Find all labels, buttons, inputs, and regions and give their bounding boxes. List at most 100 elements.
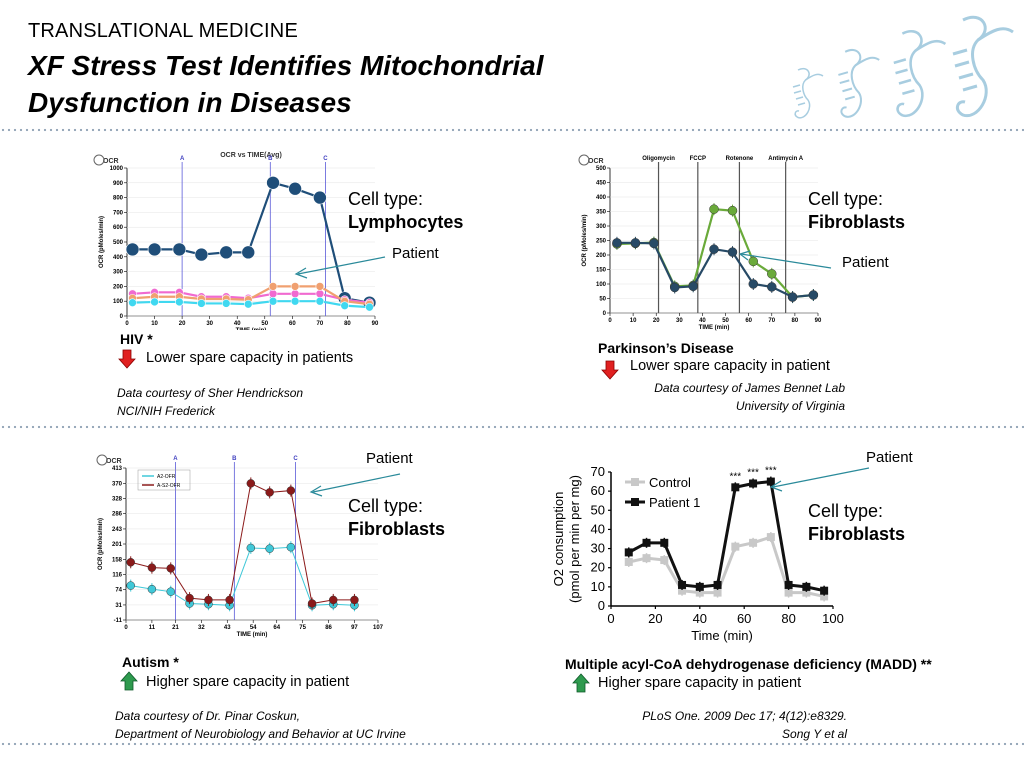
y-tick-label: 500 — [596, 166, 607, 172]
data-point — [642, 554, 651, 563]
injection-label: FCCP — [690, 156, 706, 162]
data-point — [290, 289, 300, 299]
ocr-logo-icon — [93, 154, 105, 166]
x-tick-label: 20 — [648, 611, 662, 626]
y-tick-label: 900 — [113, 181, 124, 187]
x-tick-label: 20 — [179, 321, 186, 327]
y-tick-label: 100 — [113, 299, 124, 305]
data-point — [678, 580, 687, 589]
autism-patient-pointer-icon — [309, 473, 401, 497]
x-tick-label: 40 — [699, 318, 706, 324]
y-tick-label: 800 — [113, 196, 124, 202]
ocr-logo-icon — [578, 154, 590, 166]
x-tick-label: 54 — [250, 625, 257, 631]
data-point — [219, 245, 233, 260]
autism-cell-type: Fibroblasts — [348, 519, 446, 539]
data-point — [767, 269, 777, 279]
data-point — [612, 238, 622, 248]
y-tick-label: 0 — [120, 314, 124, 320]
chart-logo-text: OCR — [588, 158, 604, 165]
data-point — [147, 563, 157, 572]
y-tick-label: 1000 — [110, 166, 124, 172]
y-tick-label: 413 — [112, 466, 123, 472]
y-tick-label: 50 — [599, 297, 606, 303]
y-tick-label: 116 — [112, 572, 122, 578]
data-point — [185, 593, 194, 603]
y-tick-label: 158 — [112, 557, 123, 563]
data-point — [197, 299, 206, 308]
x-tick-label: 43 — [224, 625, 231, 631]
y-axis-label: O2 consumption — [551, 492, 566, 587]
x-tick-label: 21 — [172, 625, 179, 631]
x-tick-label: 80 — [344, 321, 351, 327]
x-tick-label: 100 — [822, 611, 844, 626]
data-point — [265, 544, 274, 553]
data-point — [727, 205, 738, 216]
y-tick-label: 10 — [591, 579, 605, 594]
legend-label: A2-OFR — [157, 474, 176, 480]
x-tick-label: 50 — [722, 318, 729, 324]
madd-cell-type-label: Cell type: — [808, 501, 884, 521]
chart-logo-text: OCR — [103, 158, 119, 165]
data-point — [630, 238, 641, 248]
data-point — [669, 282, 680, 293]
y-tick-label: 200 — [113, 284, 124, 290]
series-line — [628, 535, 825, 598]
y-tick-label: 0 — [598, 598, 605, 613]
x-tick-label: 0 — [125, 321, 129, 327]
data-point — [307, 599, 317, 608]
data-point — [695, 582, 704, 591]
data-point — [695, 588, 704, 597]
hiv-disease: HIV * — [120, 331, 153, 347]
data-point — [766, 477, 775, 486]
injection-label: Oligomycin — [642, 156, 675, 162]
series-line — [130, 482, 355, 605]
data-point — [194, 247, 209, 262]
y-tick-label: 20 — [591, 560, 605, 575]
madd-credit-line2: Song Y et al — [782, 727, 847, 741]
chart-title: OCR vs TIME(Avg) — [220, 152, 282, 159]
section-kicker: TRANSLATIONAL MEDICINE — [28, 20, 298, 42]
data-point — [784, 580, 793, 589]
madd-credit-line1: PLoS One. 2009 Dec 17; 4(12):e8329. — [642, 709, 847, 723]
x-tick-label: 90 — [815, 318, 822, 324]
y-tick-label: 700 — [113, 210, 124, 216]
hiv-cell-type: Lymphocytes — [348, 212, 464, 232]
y-tick-label: 100 — [596, 282, 607, 288]
x-tick-label: 40 — [234, 321, 241, 327]
x-tick-label: 0 — [608, 318, 612, 324]
series-line — [130, 546, 355, 606]
data-point — [749, 479, 758, 488]
data-point — [340, 301, 349, 310]
divider-bottom — [0, 742, 1024, 746]
y-axis-label-group: O2 consumption (pmol per min per mg) — [551, 475, 582, 603]
y-axis-label: OCR (pMoles/min) — [98, 518, 104, 570]
injection-label: Antimycin A — [768, 156, 803, 162]
y-tick-label: 40 — [591, 521, 605, 536]
x-tick-label: 32 — [198, 625, 205, 631]
y-tick-label: 328 — [112, 496, 123, 502]
x-tick-label: 50 — [261, 321, 268, 327]
data-point — [265, 488, 274, 497]
data-point — [642, 538, 651, 547]
data-point — [243, 299, 253, 309]
x-tick-label: 11 — [149, 625, 156, 631]
data-point — [126, 581, 135, 590]
x-tick-label: 0 — [607, 611, 614, 626]
hiv-effect: Lower spare capacity in patients — [146, 350, 354, 366]
data-point — [313, 190, 327, 205]
data-point — [241, 245, 256, 260]
y-tick-label: 74 — [115, 588, 122, 594]
data-point — [365, 302, 374, 312]
series-line — [132, 181, 370, 304]
x-axis-label: TIME (min) — [236, 328, 267, 330]
seahorse-logo-icon — [792, 16, 1014, 119]
y-tick-label: 30 — [591, 541, 605, 556]
autism-cell-type-label: Cell type: — [348, 496, 424, 516]
y-tick-label: 400 — [596, 195, 607, 201]
data-point — [268, 289, 278, 299]
injection-label: B — [232, 456, 237, 462]
data-point — [150, 297, 159, 307]
injection-label: A — [180, 156, 185, 162]
data-point — [802, 588, 811, 597]
